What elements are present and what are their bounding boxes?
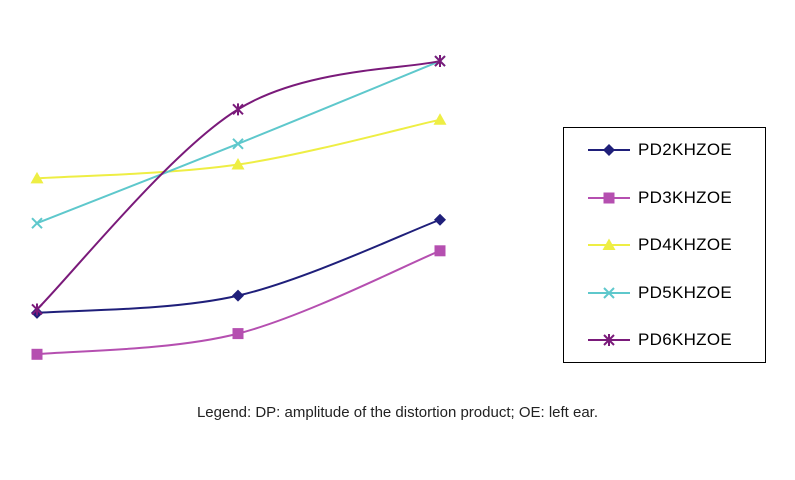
legend-entry-pd4khzoe: PD4KHZOE <box>564 230 765 260</box>
legend-swatch-pd3khzoe <box>588 192 630 204</box>
legend-entry-pd6khzoe: PD6KHZOE <box>564 325 765 355</box>
legend-marker-pd6khzoe <box>603 334 615 346</box>
legend-entry-pd5khzoe: PD5KHZOE <box>564 278 765 308</box>
legend-marker-pd4khzoe <box>602 238 616 250</box>
line-chart <box>30 55 447 360</box>
data-point-pd3khzoe-1 <box>232 328 244 340</box>
data-point-pd4khzoe-2 <box>433 113 447 125</box>
data-point-pd3khzoe-2 <box>434 245 446 257</box>
legend-swatch-pd6khzoe <box>588 334 630 346</box>
legend-label: PD3KHZOE <box>638 188 733 207</box>
legend-swatch-pd4khzoe <box>588 238 630 250</box>
legend-marker-pd2khzoe <box>603 144 615 156</box>
data-point-pd6khzoe-1 <box>232 103 244 116</box>
data-point-pd2khzoe-1 <box>232 289 244 302</box>
data-point-pd3khzoe-0 <box>31 348 43 360</box>
data-point-pd2khzoe-2 <box>434 213 446 226</box>
data-point-pd5khzoe-1 <box>232 138 244 150</box>
data-point-pd5khzoe-0 <box>31 217 43 229</box>
legend-marker-pd3khzoe <box>603 192 615 204</box>
series-line-pd6khzoe <box>36 60 441 311</box>
legend-marker-pd5khzoe <box>603 287 615 299</box>
legend-entry-pd3khzoe: PD3KHZOE <box>564 183 765 213</box>
legend-swatch-pd5khzoe <box>588 287 630 299</box>
figure-caption: Legend: DP: amplitude of the distortion … <box>196 404 599 421</box>
data-point-pd6khzoe-2 <box>434 55 446 68</box>
data-point-pd4khzoe-0 <box>30 171 44 184</box>
legend-swatch-pd2khzoe <box>588 144 630 156</box>
legend-label: PD2KHZOE <box>638 140 733 159</box>
legend-label: PD4KHZOE <box>638 235 733 254</box>
chart-legend: PD2KHZOE PD3KHZOE PD4KHZOE PD5KHZOE PD6KHZOE <box>563 127 766 363</box>
data-point-pd4khzoe-1 <box>231 158 245 170</box>
legend-label: PD5KHZOE <box>638 283 733 302</box>
series-line-pd4khzoe <box>36 118 441 180</box>
data-point-pd6khzoe-0 <box>31 303 43 316</box>
legend-label: PD6KHZOE <box>638 330 733 349</box>
legend-entry-pd2khzoe: PD2KHZOE <box>564 135 765 165</box>
